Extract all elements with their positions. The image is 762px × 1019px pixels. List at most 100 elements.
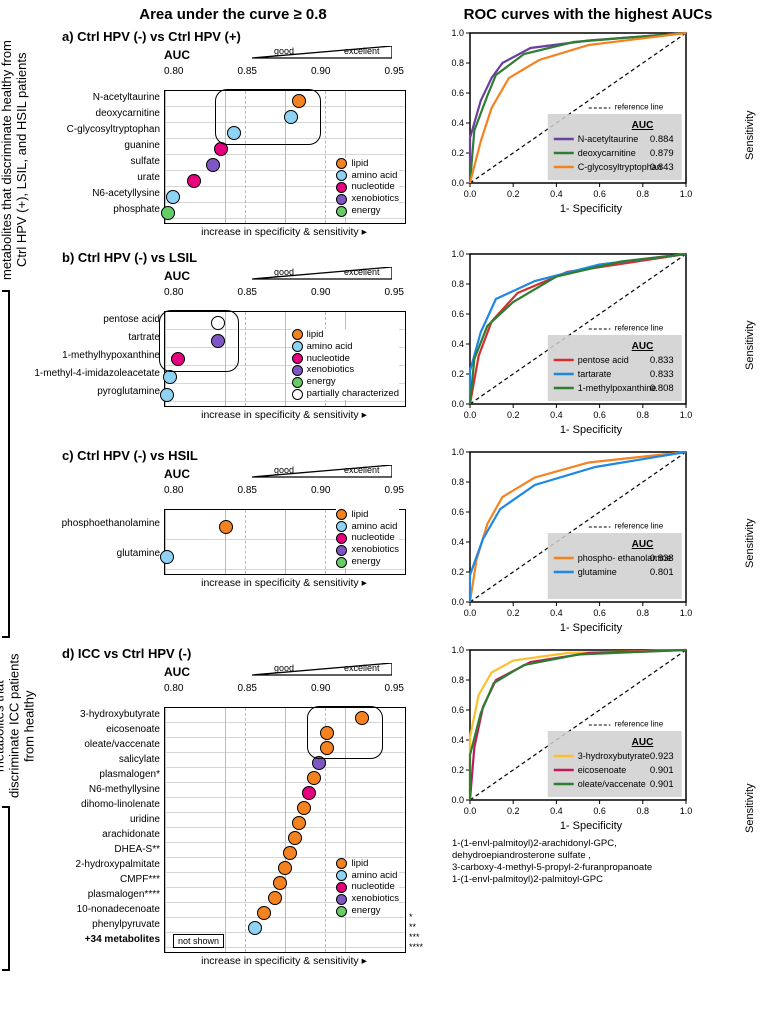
- svg-text:1.0: 1.0: [451, 28, 464, 38]
- svg-text:0.0: 0.0: [451, 597, 464, 607]
- roc-chart: 0.00.20.40.60.81.00.00.20.40.60.81.0refe…: [444, 644, 692, 822]
- panel-a-roc: 0.00.20.40.60.81.00.00.20.40.60.81.0refe…: [444, 27, 738, 215]
- metabolite-label: pyroglutamine: [28, 383, 164, 401]
- dotplot-xlabel: increase in specificity & sensitivity ▸: [164, 575, 404, 589]
- panel-a-dotplot: AUC good excellent 0.800.850.900.95 N-ac…: [28, 46, 418, 238]
- roc-xlabel: 1- Specificity: [444, 203, 738, 215]
- svg-text:0.843: 0.843: [650, 162, 674, 173]
- metabolite-dot: [257, 906, 271, 920]
- metabolite-label: salicylate: [28, 752, 164, 767]
- metabolite-label: deoxycarnitine: [28, 106, 164, 122]
- svg-text:0.4: 0.4: [550, 410, 563, 420]
- extra-metabolites-label: +34 metabolites: [28, 932, 164, 947]
- metabolite-label: urate: [28, 170, 164, 186]
- highlight-box: [307, 706, 383, 759]
- svg-text:0.901: 0.901: [650, 765, 674, 776]
- svg-text:0.2: 0.2: [451, 148, 464, 158]
- panel-d-title: d) ICC vs Ctrl HPV (-): [62, 646, 434, 661]
- highlight-box: [215, 89, 321, 145]
- dotplot-xlabel: increase in specificity & sensitivity ▸: [164, 407, 404, 421]
- panel-c-dotplot-cell: c) Ctrl HPV (-) vs HSIL AUC good excelle…: [28, 444, 438, 642]
- svg-text:0.884: 0.884: [650, 134, 674, 145]
- dotplot-xlabel: increase in specificity & sensitivity ▸: [164, 953, 404, 967]
- svg-text:0.6: 0.6: [451, 309, 464, 319]
- svg-text:0.8: 0.8: [451, 477, 464, 487]
- svg-text:0.0: 0.0: [464, 410, 477, 420]
- roc-xlabel: 1- Specificity: [444, 424, 738, 436]
- metabolite-label: tartrate: [28, 329, 164, 347]
- panel-a-ylabel: Sensitivity: [738, 25, 762, 246]
- svg-text:0.0: 0.0: [464, 189, 477, 199]
- metabolite-dot: [187, 174, 201, 188]
- svg-text:1.0: 1.0: [680, 189, 692, 199]
- svg-text:0.808: 0.808: [650, 383, 674, 394]
- svg-text:0.6: 0.6: [593, 806, 606, 816]
- svg-text:0.0: 0.0: [464, 806, 477, 816]
- metabolite-dot: [292, 816, 306, 830]
- metabolite-dot: [268, 891, 282, 905]
- metabolite-label: 10-nonadecenoate: [28, 902, 164, 917]
- panel-c-roc-cell: 0.00.20.40.60.81.00.00.20.40.60.81.0refe…: [438, 444, 738, 642]
- svg-text:0.6: 0.6: [451, 507, 464, 517]
- metabolite-label: C-glycosyltryptophan: [28, 122, 164, 138]
- metabolite-label: plasmalogen*: [28, 767, 164, 782]
- metabolite-label: 2-hydroxypalmitate: [28, 857, 164, 872]
- panel-a-dotplot-cell: a) Ctrl HPV (-) vs Ctrl HPV (+) AUC good…: [28, 25, 438, 246]
- panel-d-footnotes: 1-(1-envl-palmitoyl)2-arachidonyl-GPC,de…: [444, 832, 738, 892]
- svg-text:1.0: 1.0: [451, 249, 464, 259]
- svg-text:0.801: 0.801: [650, 567, 674, 578]
- metabolite-dot: [206, 158, 220, 172]
- svg-text:oleate/vaccenate: oleate/vaccenate: [578, 779, 646, 789]
- roc-xlabel: 1- Specificity: [444, 820, 738, 832]
- side-label-group1: metabolites that discriminate healthy fr…: [0, 25, 28, 642]
- svg-text:0.879: 0.879: [650, 148, 674, 159]
- panel-d-roc-cell: 0.00.20.40.60.81.00.00.20.40.60.81.0refe…: [438, 642, 738, 975]
- panel-b-ylabel: Sensitivity: [738, 246, 762, 444]
- svg-text:0.8: 0.8: [637, 410, 650, 420]
- category-legend: lipidamino acidnucleotidexenobioticsener…: [292, 329, 399, 400]
- metabolite-dot: [161, 206, 175, 220]
- metabolite-dot: [248, 921, 262, 935]
- metabolite-dot: [273, 876, 287, 890]
- star-markers: **********: [409, 912, 423, 952]
- panel-c-title: c) Ctrl HPV (-) vs HSIL: [62, 448, 434, 463]
- metabolite-dot: [302, 786, 316, 800]
- svg-text:0.4: 0.4: [451, 735, 464, 745]
- roc-chart: 0.00.20.40.60.81.00.00.20.40.60.81.0refe…: [444, 27, 692, 205]
- figure-root: Area under the curve ≥ 0.8 ROC curves wi…: [0, 0, 762, 975]
- not-shown-box: not shown: [173, 934, 224, 948]
- svg-text:0.2: 0.2: [451, 567, 464, 577]
- metabolite-label: eicosenoate: [28, 722, 164, 737]
- panel-d-dotplot-cell: d) ICC vs Ctrl HPV (-) AUC good excellen…: [28, 642, 438, 975]
- metabolite-label: uridine: [28, 812, 164, 827]
- panel-d-roc: 0.00.20.40.60.81.00.00.20.40.60.81.0refe…: [444, 644, 738, 832]
- svg-text:0.0: 0.0: [451, 795, 464, 805]
- panel-d-dotplot: AUC good excellent 0.800.850.900.95 3-hy…: [28, 663, 418, 967]
- svg-text:0.2: 0.2: [507, 410, 520, 420]
- svg-text:0.2: 0.2: [451, 765, 464, 775]
- panel-c-ylabel: Sensitivity: [738, 444, 762, 642]
- svg-text:0.2: 0.2: [507, 189, 520, 199]
- metabolite-label: N6-methyllysine: [28, 782, 164, 797]
- svg-text:0.6: 0.6: [451, 88, 464, 98]
- svg-text:1.0: 1.0: [451, 447, 464, 457]
- footnote-line: 3-carboxy-4-methyl-5-propyl-2-furanpropa…: [452, 862, 738, 874]
- panel-a-title: a) Ctrl HPV (-) vs Ctrl HPV (+): [62, 29, 434, 44]
- svg-text:AUC: AUC: [632, 737, 654, 748]
- metabolite-label: dihomo-linolenate: [28, 797, 164, 812]
- svg-text:reference line: reference line: [615, 324, 664, 333]
- svg-text:glutamine: glutamine: [578, 567, 617, 577]
- svg-text:0.4: 0.4: [451, 118, 464, 128]
- panel-a-roc-cell: 0.00.20.40.60.81.00.00.20.40.60.81.0refe…: [438, 25, 738, 246]
- svg-text:0.0: 0.0: [451, 178, 464, 188]
- category-legend: lipidamino acidnucleotidexenobioticsener…: [336, 158, 399, 217]
- panel-b-title: b) Ctrl HPV (-) vs LSIL: [62, 250, 434, 265]
- footnote-line: 1-(1-envl-palmitoyl)2-palmitoyl-GPC: [452, 874, 738, 886]
- panel-b-dotplot: AUC good excellent 0.800.850.900.95 pent…: [28, 267, 418, 421]
- svg-text:0.4: 0.4: [451, 339, 464, 349]
- metabolite-label: phosphate: [28, 202, 164, 218]
- svg-text:reference line: reference line: [615, 103, 664, 112]
- metabolite-label: sulfate: [28, 154, 164, 170]
- svg-text:0.8: 0.8: [451, 675, 464, 685]
- metabolite-label: N-acetyltaurine: [28, 90, 164, 106]
